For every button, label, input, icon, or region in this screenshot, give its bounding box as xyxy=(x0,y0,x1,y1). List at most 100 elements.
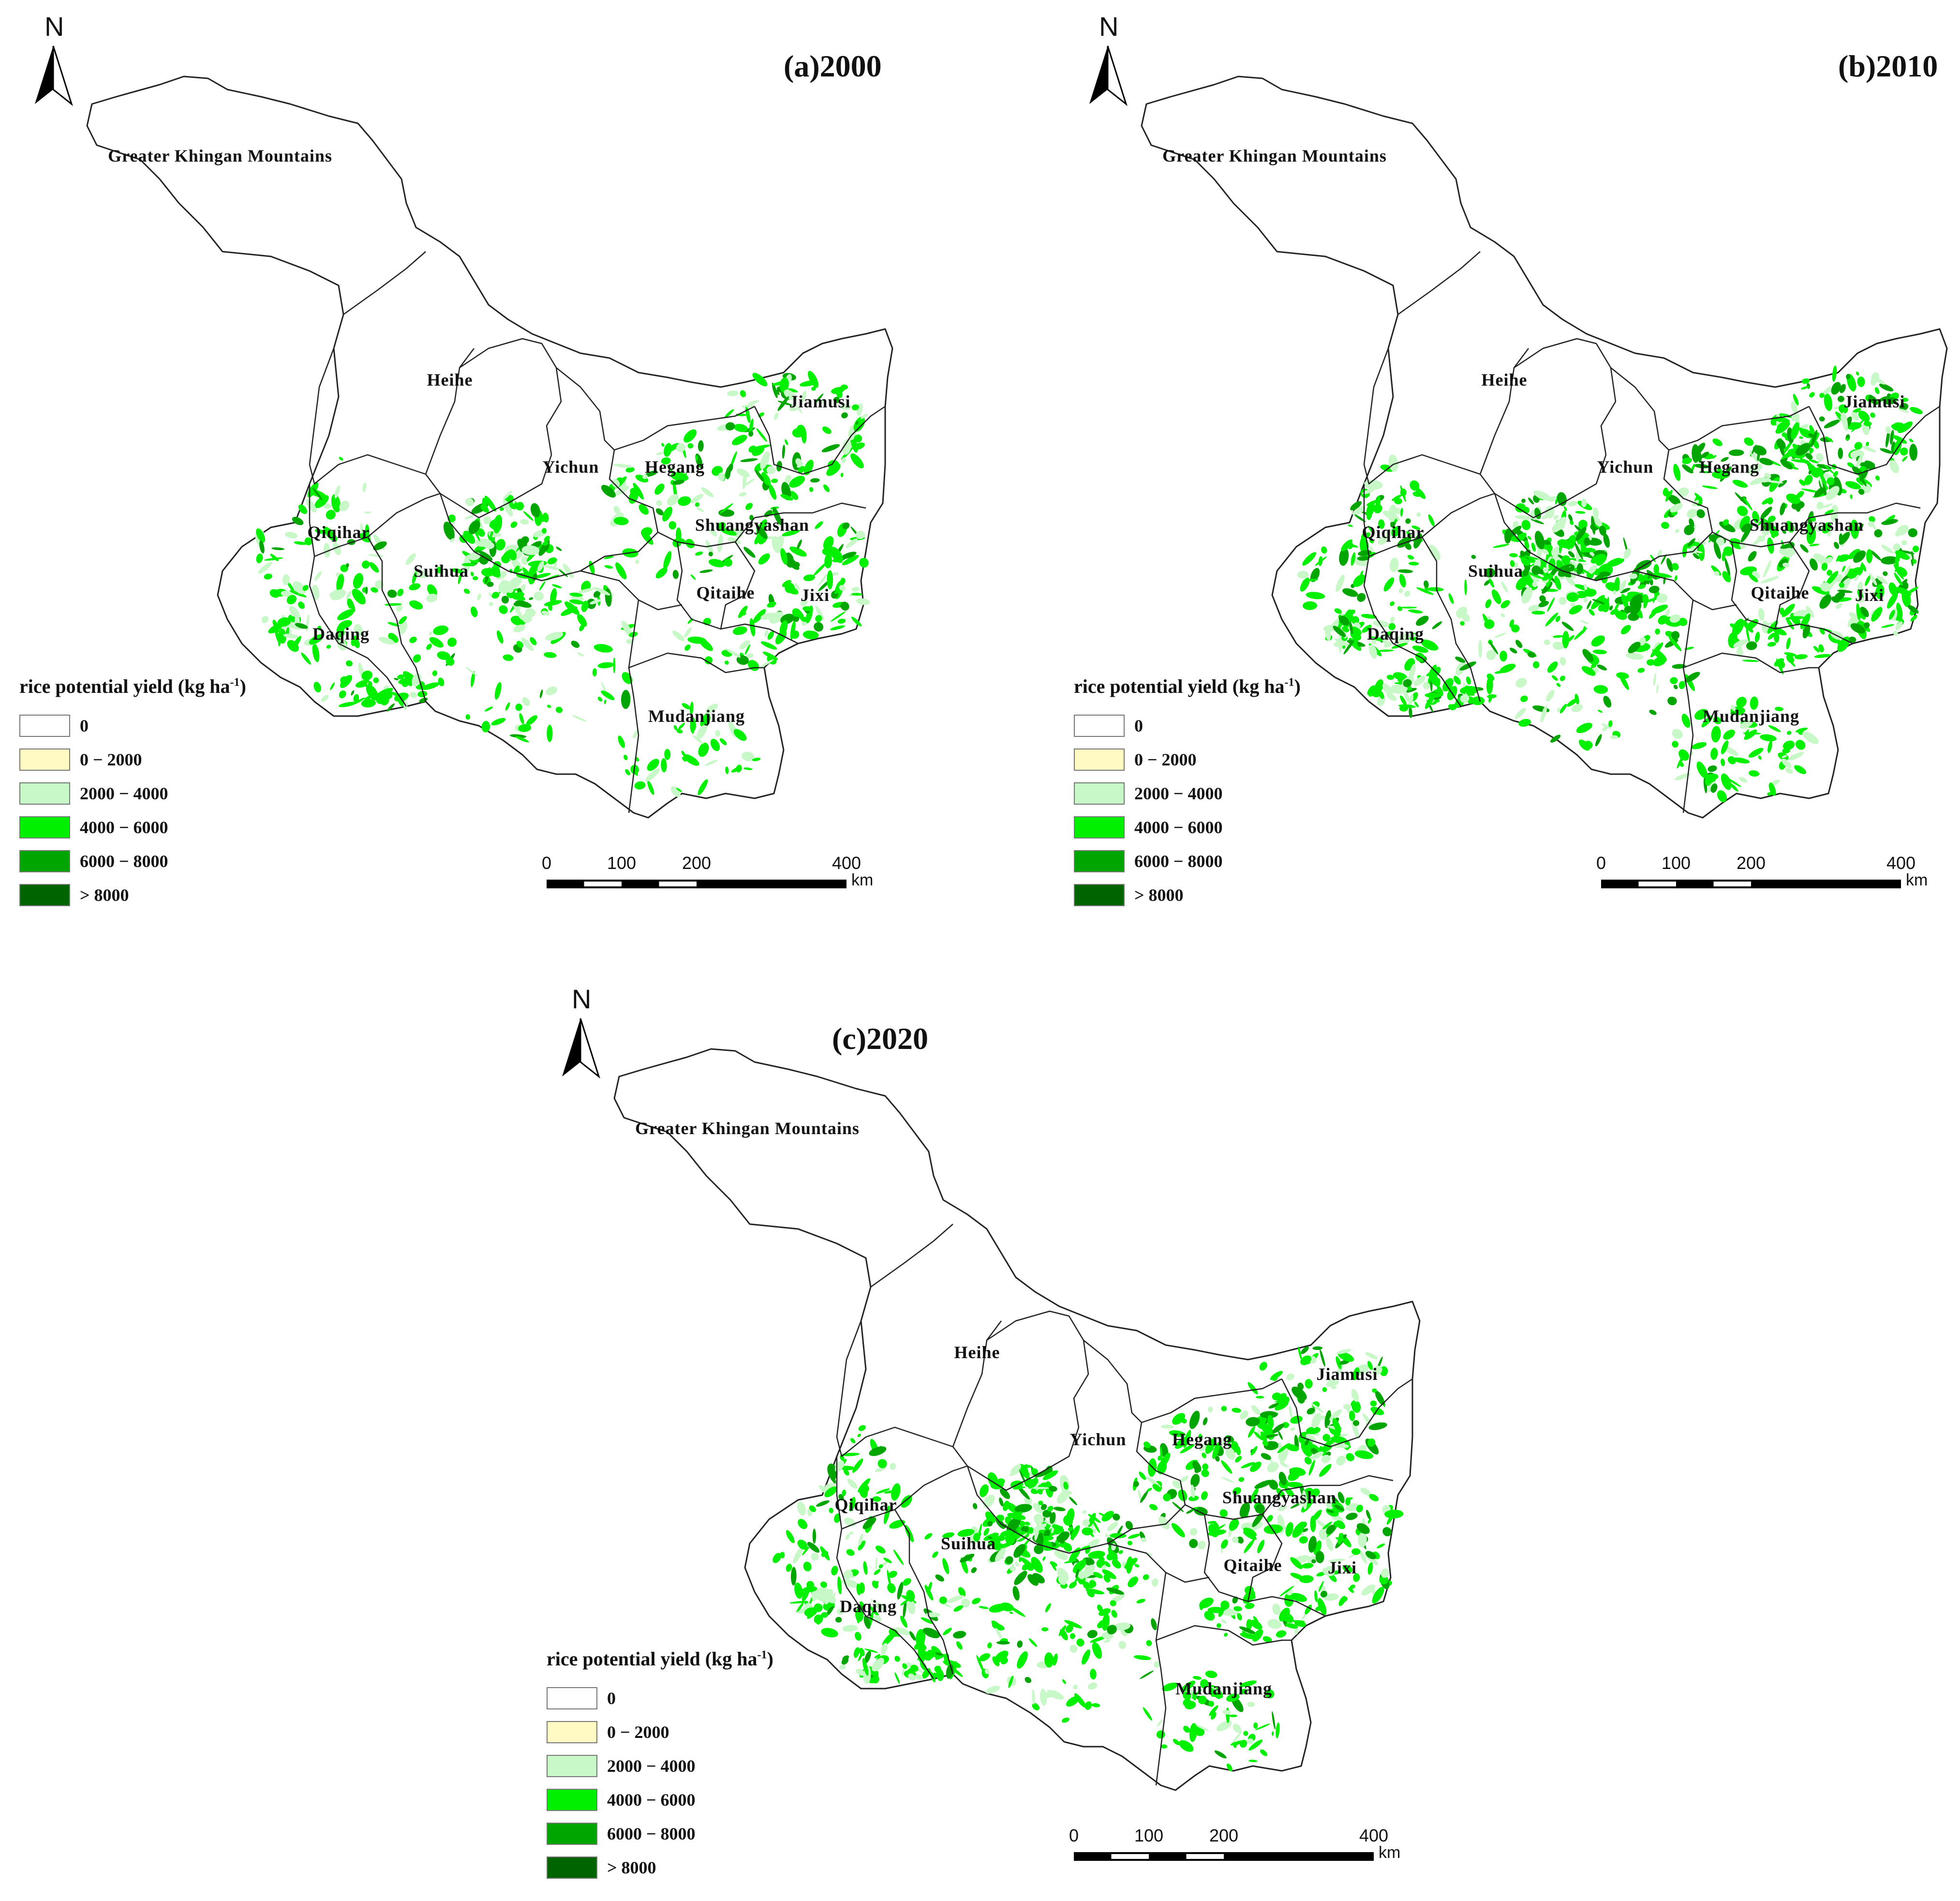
rice-patch xyxy=(338,620,352,629)
rice-patch xyxy=(1260,1431,1267,1443)
rice-patch xyxy=(1881,519,1899,525)
rice-patch xyxy=(1299,1575,1314,1583)
rice-patch xyxy=(1303,579,1318,582)
rice-patch xyxy=(321,695,329,702)
rice-patch xyxy=(1802,624,1811,639)
rice-patch xyxy=(856,1583,861,1596)
rice-patch xyxy=(1388,504,1397,523)
prefecture-boundary xyxy=(754,405,886,475)
rice-patch xyxy=(1047,1690,1064,1700)
rice-patch xyxy=(506,576,522,591)
rice-patch xyxy=(1650,554,1656,562)
scale-tick-label: 400 xyxy=(832,853,861,873)
rice-patch xyxy=(1052,1524,1064,1532)
rice-patch xyxy=(1721,457,1729,462)
rice-patch xyxy=(1305,1604,1312,1615)
rice-patch xyxy=(857,1434,861,1437)
rice-patch xyxy=(1191,1689,1202,1699)
rice-patch xyxy=(1403,689,1410,703)
rice-patch xyxy=(1861,563,1867,572)
rice-patch xyxy=(683,754,699,766)
prefecture-boundary xyxy=(440,338,562,519)
rice-patch xyxy=(742,612,746,616)
rice-patch xyxy=(1290,1467,1306,1476)
rice-patch xyxy=(264,573,272,580)
rice-patch xyxy=(1426,587,1444,592)
rice-patch xyxy=(917,1651,934,1661)
rice-patch xyxy=(1603,533,1610,548)
rice-patch xyxy=(1574,542,1583,560)
rice-patch xyxy=(1907,605,1919,614)
rice-patch xyxy=(831,1566,838,1576)
rice-patch xyxy=(1194,1724,1209,1732)
map-panel-2010: (b)2010 N Greater Khingan Mountains Heihe… xyxy=(1054,0,1960,919)
rice-patch xyxy=(672,630,685,642)
rice-patch xyxy=(1847,614,1861,628)
rice-patch xyxy=(274,627,280,643)
rice-patch xyxy=(1041,1627,1049,1632)
rice-patch xyxy=(534,591,544,601)
rice-patch xyxy=(495,539,505,551)
rice-patch xyxy=(1248,1426,1255,1438)
rice-patch xyxy=(835,1617,842,1623)
scale-tick-label: 0 xyxy=(541,853,552,873)
region-label-greater-khingan-mountains: Greater Khingan Mountains xyxy=(635,1119,860,1138)
rice-patch xyxy=(1527,536,1532,540)
rice-patch xyxy=(1069,1581,1077,1589)
rice-patch xyxy=(979,1653,990,1662)
rice-patch xyxy=(915,1674,923,1680)
rice-patch xyxy=(463,530,475,544)
rice-patch xyxy=(985,1686,1000,1694)
rice-patch xyxy=(1544,639,1550,645)
legend-swatch xyxy=(19,782,70,805)
rice-patch xyxy=(827,1596,836,1603)
rice-patch xyxy=(1371,638,1377,644)
rice-patch xyxy=(1675,528,1679,533)
map-panel-2000: (a)2000 N Greater Khingan Mountains Heihe… xyxy=(0,0,943,919)
rice-patch xyxy=(1056,1536,1065,1543)
rice-patch xyxy=(1559,597,1567,605)
rice-patch xyxy=(525,608,536,617)
rice-patch xyxy=(1663,490,1671,498)
rice-patch xyxy=(604,556,614,559)
rice-patch xyxy=(1310,1452,1324,1460)
rice-patch xyxy=(664,443,672,457)
rice-patch xyxy=(1339,548,1349,566)
rice-patch xyxy=(987,1537,995,1549)
rice-patch xyxy=(1669,614,1681,623)
rice-patch xyxy=(472,576,478,581)
rice-patch xyxy=(1509,553,1518,557)
rice-patch xyxy=(465,498,474,507)
rice-patch xyxy=(1653,673,1656,686)
rice-patch xyxy=(1321,546,1327,554)
rice-patch xyxy=(1591,635,1605,647)
rice-patch xyxy=(1589,536,1592,540)
rice-patch xyxy=(1559,704,1567,714)
rice-patch xyxy=(785,475,792,483)
rice-patch xyxy=(330,589,346,600)
rice-patch xyxy=(1232,1536,1239,1543)
rice-patch xyxy=(921,1617,934,1624)
prefecture-boundary xyxy=(309,484,407,707)
rice-patch xyxy=(1866,441,1870,447)
rice-patch xyxy=(1785,617,1794,630)
rice-patch xyxy=(499,507,504,511)
prefecture-boundary xyxy=(1165,1572,1210,1583)
rice-patch xyxy=(1881,556,1898,565)
rice-patch xyxy=(1547,496,1557,502)
rice-patch xyxy=(1500,663,1516,674)
rice-patch xyxy=(901,1668,905,1676)
rice-patch xyxy=(1647,659,1655,666)
rice-patch xyxy=(1140,1491,1148,1503)
rice-patch xyxy=(475,550,493,561)
rice-patch xyxy=(1767,740,1772,753)
rice-patch xyxy=(1369,644,1378,659)
rice-patch xyxy=(1800,386,1810,389)
rice-patch xyxy=(1777,419,1790,428)
rice-patch xyxy=(1857,376,1865,387)
scale-tick-label: 100 xyxy=(607,853,637,873)
rice-patch xyxy=(1397,606,1402,611)
rice-patch xyxy=(412,572,417,584)
rice-patch xyxy=(621,689,631,709)
rice-patch xyxy=(513,603,523,620)
